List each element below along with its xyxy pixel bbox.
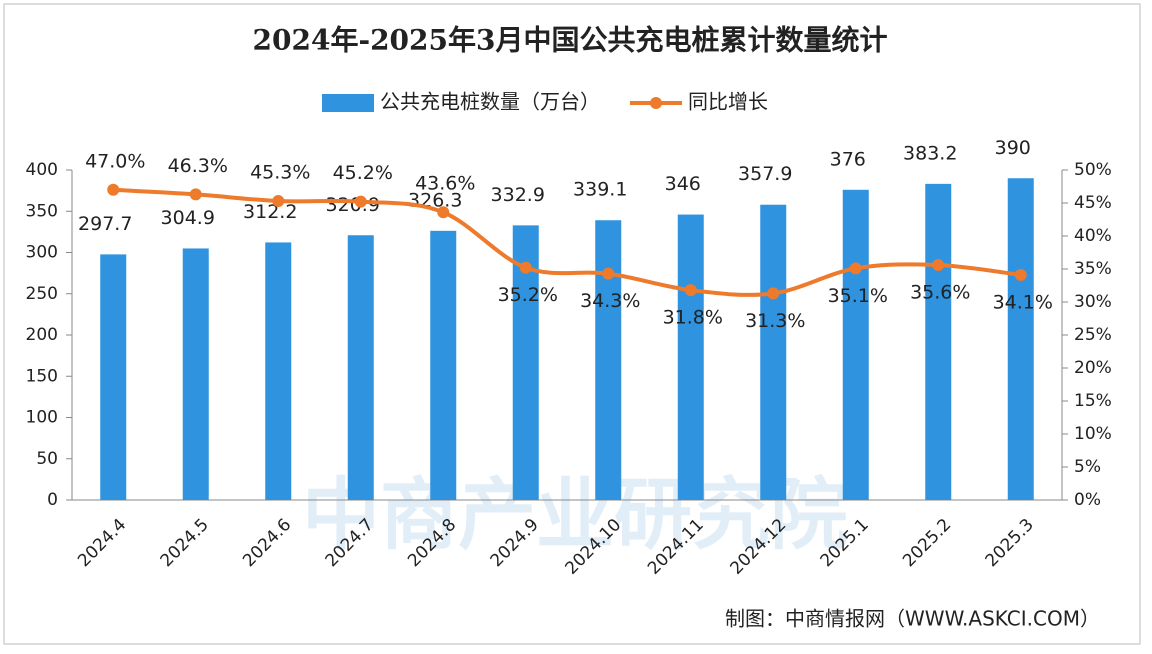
line-marker	[684, 284, 697, 297]
bar	[1007, 178, 1034, 500]
y2-tick-label: 25%	[1074, 325, 1112, 345]
bar	[430, 230, 457, 501]
bar-value-label: 332.9	[491, 184, 545, 206]
line-marker	[602, 267, 615, 280]
bar-value-label: 376	[830, 148, 866, 170]
bar-value-label: 383.2	[903, 142, 957, 164]
line-marker	[437, 206, 450, 219]
y2-tick-label: 10%	[1074, 424, 1112, 444]
line-value-label: 45.3%	[250, 162, 310, 184]
bar-value-label: 339.1	[573, 179, 627, 201]
y-tick-label: 300	[26, 243, 58, 263]
bar	[265, 242, 292, 500]
y2-tick-label: 50%	[1074, 160, 1112, 180]
line-value-label: 35.6%	[910, 282, 970, 304]
bar-value-label: 297.7	[78, 213, 132, 235]
y2-tick-label: 15%	[1074, 391, 1112, 411]
line-marker	[107, 183, 120, 196]
line-marker	[189, 188, 202, 201]
legend-label: 公共充电桩数量（万台）	[380, 90, 600, 114]
line-marker	[272, 195, 285, 208]
line-marker	[354, 195, 367, 208]
y-tick-label: 200	[26, 325, 58, 345]
line-marker	[849, 262, 862, 275]
bar	[100, 254, 127, 500]
line-marker	[519, 261, 532, 274]
y2-tick-label: 35%	[1074, 259, 1112, 279]
legend-label: 同比增长	[688, 90, 768, 114]
bar	[842, 189, 869, 501]
y-tick-label: 100	[26, 408, 58, 428]
y-tick-label: 250	[26, 284, 58, 304]
y-tick-label: 0	[47, 490, 58, 510]
line-value-label: 45.2%	[333, 162, 393, 184]
line-value-label: 35.2%	[498, 284, 558, 306]
bar	[182, 248, 209, 500]
bar	[595, 220, 622, 500]
line-value-label: 34.1%	[993, 291, 1053, 313]
bar-value-label: 320.9	[326, 194, 380, 216]
y2-tick-label: 20%	[1074, 358, 1112, 378]
line-value-label: 35.1%	[828, 285, 888, 307]
y2-tick-label: 40%	[1074, 226, 1112, 246]
bar	[677, 214, 704, 501]
line-marker	[1014, 268, 1027, 281]
chart-title: 2024年-2025年3月中国公共充电桩累计数量统计	[253, 24, 888, 57]
legend-swatch	[322, 94, 374, 112]
y-tick-label: 150	[26, 366, 58, 386]
y2-tick-label: 45%	[1074, 193, 1112, 213]
source: 制图：中商情报网（WWW.ASKCI.COM）	[725, 607, 1100, 631]
y2-tick-label: 0%	[1074, 490, 1101, 510]
bar-value-label: 304.9	[161, 207, 215, 229]
line-value-label: 46.3%	[168, 155, 228, 177]
bar-value-label: 346	[665, 173, 701, 195]
bar	[925, 183, 952, 501]
line-value-label: 31.8%	[663, 307, 723, 329]
y-tick-label: 50	[36, 449, 58, 469]
line-marker	[767, 287, 780, 300]
bar-value-label: 312.2	[243, 201, 297, 223]
y-tick-label: 350	[26, 201, 58, 221]
line-marker	[932, 259, 945, 272]
bar-value-label: 390	[995, 137, 1031, 159]
y2-tick-label: 30%	[1074, 292, 1112, 312]
line	[113, 187, 1021, 297]
line-value-label: 43.6%	[415, 173, 475, 195]
bar	[347, 235, 374, 500]
line-value-label: 47.0%	[85, 150, 145, 172]
bar	[760, 204, 787, 501]
y2-tick-label: 5%	[1074, 457, 1101, 477]
line-value-label: 34.3%	[580, 290, 640, 312]
watermark: 中商产业研究院	[302, 470, 848, 560]
line-value-label: 31.3%	[745, 310, 805, 332]
bar-value-label: 357.9	[738, 163, 792, 185]
y-tick-label: 400	[26, 160, 58, 180]
legend-swatch	[650, 97, 662, 109]
